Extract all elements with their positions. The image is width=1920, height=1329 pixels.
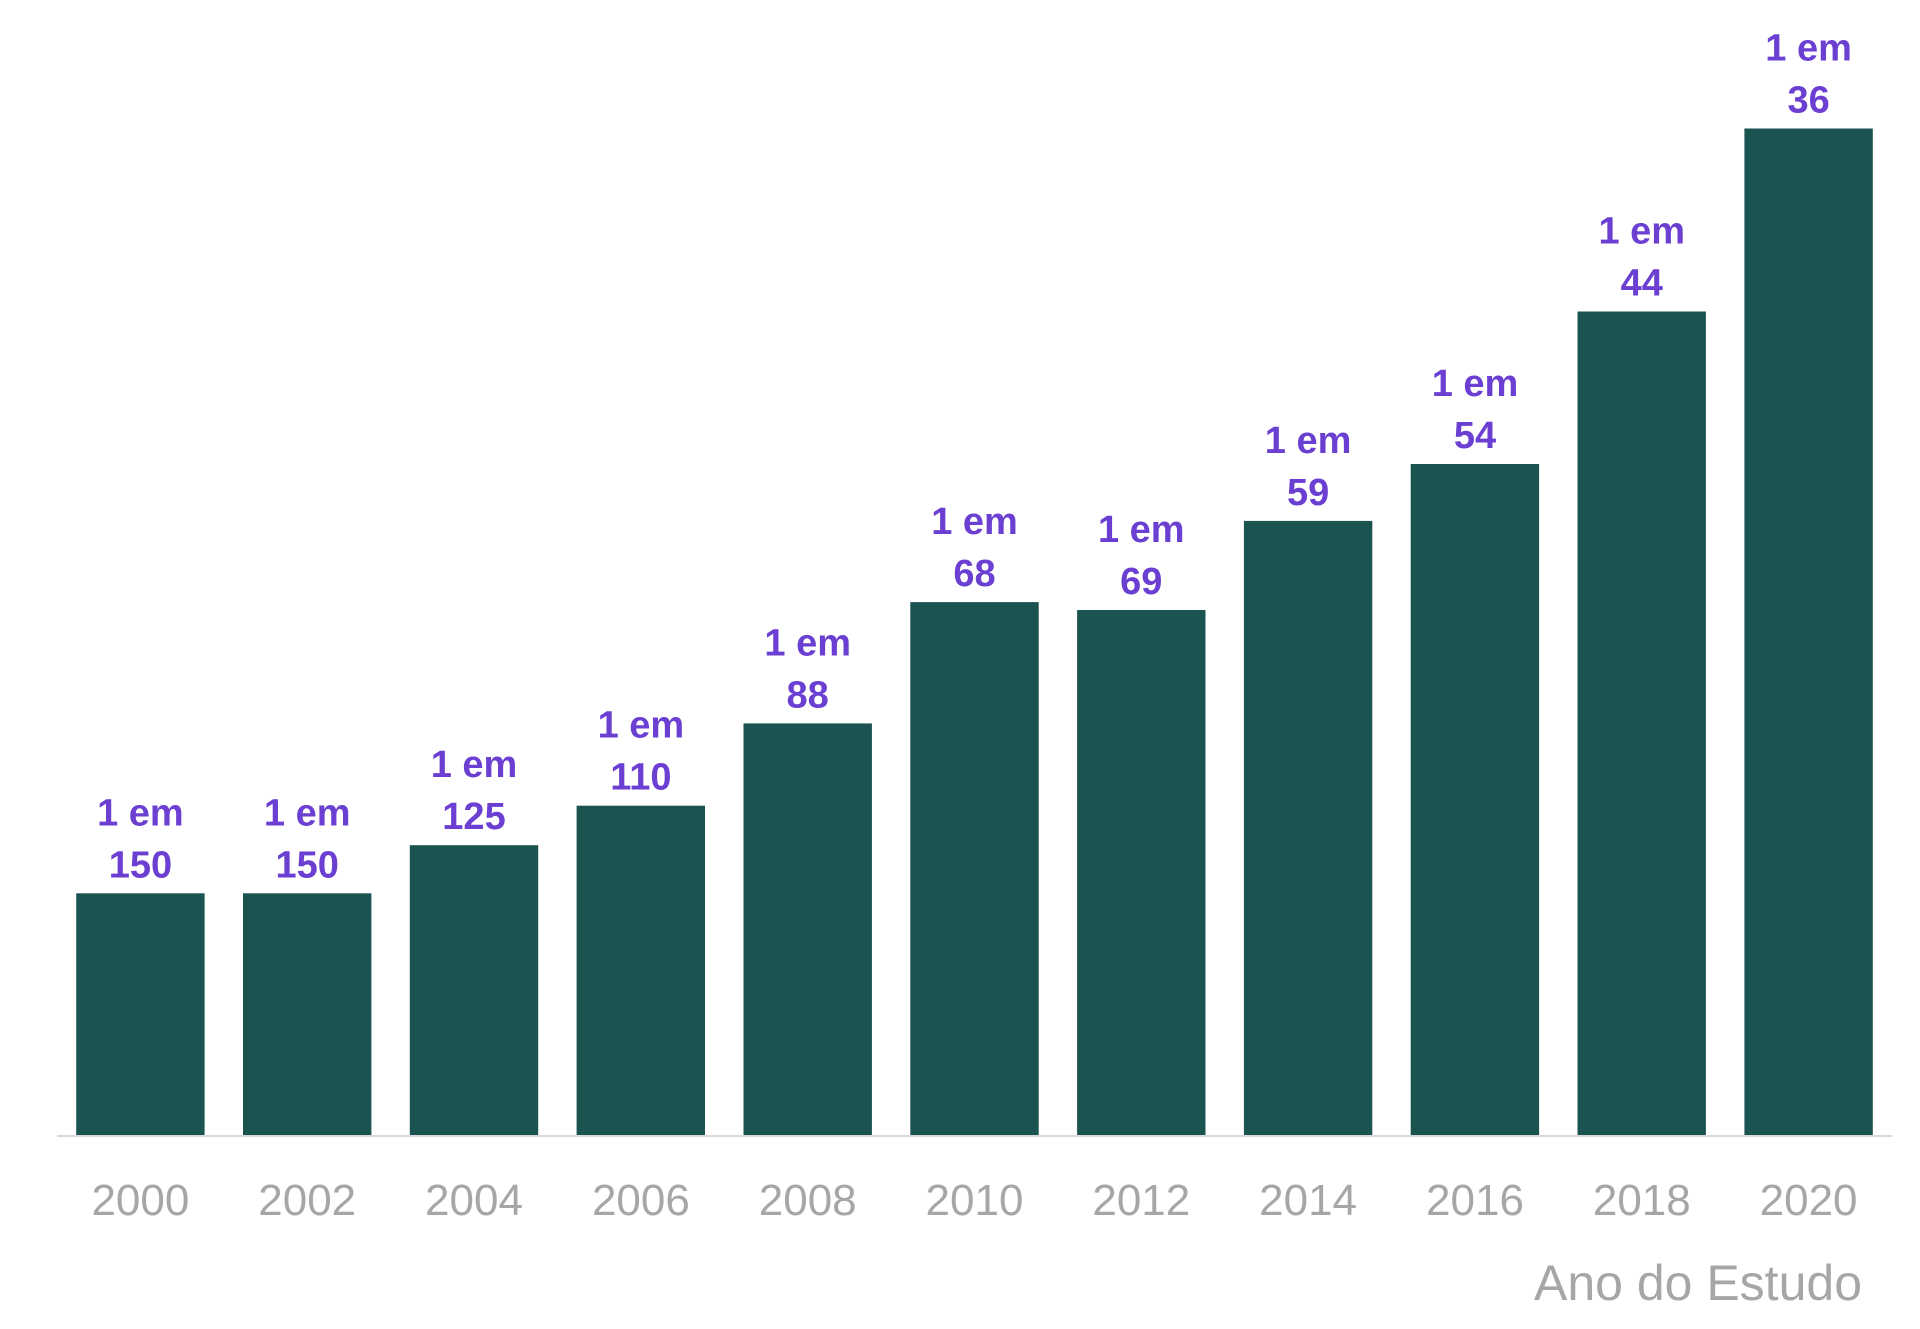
bar-2012 xyxy=(1077,610,1206,1135)
data-label-line: 69 xyxy=(1120,561,1162,603)
data-label-2006: 1 em 110 xyxy=(598,705,685,799)
data-label-line: 1 em xyxy=(264,792,351,834)
data-label-2004: 1 em 125 xyxy=(431,744,518,838)
data-label-line: 68 xyxy=(953,553,995,595)
data-label-line: 1 em xyxy=(931,501,1018,543)
bar-2018 xyxy=(1577,311,1706,1135)
x-tick-label-2006: 2006 xyxy=(592,1176,690,1225)
data-label-line: 1 em xyxy=(1765,28,1852,70)
data-label-2000: 1 em 150 xyxy=(97,792,184,886)
x-tick-label-2018: 2018 xyxy=(1593,1176,1691,1225)
data-label-line: 1 em xyxy=(764,622,851,664)
data-label-line: 1 em xyxy=(1265,420,1352,462)
x-tick-label-2012: 2012 xyxy=(1092,1176,1190,1225)
data-label-line: 88 xyxy=(787,674,829,716)
x-tick-label-2008: 2008 xyxy=(759,1176,857,1225)
bar-2000 xyxy=(76,893,205,1135)
data-label-line: 150 xyxy=(109,844,172,886)
data-label-line: 44 xyxy=(1621,263,1663,305)
x-tick-label-2004: 2004 xyxy=(425,1176,523,1225)
data-label-line: 110 xyxy=(610,757,671,799)
x-tick-label-2002: 2002 xyxy=(258,1176,356,1225)
data-label-2020: 1 em 36 xyxy=(1765,28,1852,122)
data-label-2002: 1 em 150 xyxy=(264,792,351,886)
bar-2016 xyxy=(1410,464,1540,1135)
data-label-line: 125 xyxy=(442,796,505,838)
data-label-line: 150 xyxy=(275,844,338,886)
x-tick-label-2010: 2010 xyxy=(926,1176,1024,1225)
x-tick-labels-group: 2000 2002 2004 2006 2008 2010 2012 2014 2016 2018… xyxy=(91,1176,1857,1225)
data-label-line: 1 em xyxy=(1598,211,1685,253)
bar-2008 xyxy=(743,723,872,1135)
bar-2006 xyxy=(576,805,705,1135)
data-label-line: 1 em xyxy=(598,705,685,747)
bar-2002 xyxy=(243,893,372,1135)
data-label-line: 1 em xyxy=(97,792,184,834)
bar-2020 xyxy=(1744,128,1873,1135)
bar-2014 xyxy=(1243,520,1373,1135)
bar-2004 xyxy=(409,845,539,1135)
data-label-2018: 1 em 44 xyxy=(1598,211,1685,305)
data-labels-group: 1 em 150 1 em 150 1 em 125 1 em 110 1 em 88 1 em 68… xyxy=(97,28,1852,887)
x-tick-label-2014: 2014 xyxy=(1259,1176,1357,1225)
data-label-2008: 1 em 88 xyxy=(764,622,851,716)
bars-group xyxy=(76,128,1873,1135)
x-tick-label-2020: 2020 xyxy=(1760,1176,1858,1225)
x-tick-label-2000: 2000 xyxy=(91,1176,189,1225)
data-label-line: 1 em xyxy=(1432,363,1519,405)
x-axis-title: Ano do Estudo xyxy=(1534,1255,1862,1311)
data-label-line: 59 xyxy=(1287,472,1329,514)
data-label-line: 1 em xyxy=(431,744,518,786)
data-label-line: 1 em xyxy=(1098,509,1185,551)
data-label-line: 36 xyxy=(1787,80,1829,122)
bar-2010 xyxy=(910,602,1039,1135)
data-label-2010: 1 em 68 xyxy=(931,501,1018,595)
data-label-line: 54 xyxy=(1454,415,1496,457)
x-tick-label-2016: 2016 xyxy=(1426,1176,1524,1225)
data-label-2012: 1 em 69 xyxy=(1098,509,1185,603)
data-label-2014: 1 em 59 xyxy=(1265,420,1352,514)
data-label-2016: 1 em 54 xyxy=(1432,363,1519,457)
